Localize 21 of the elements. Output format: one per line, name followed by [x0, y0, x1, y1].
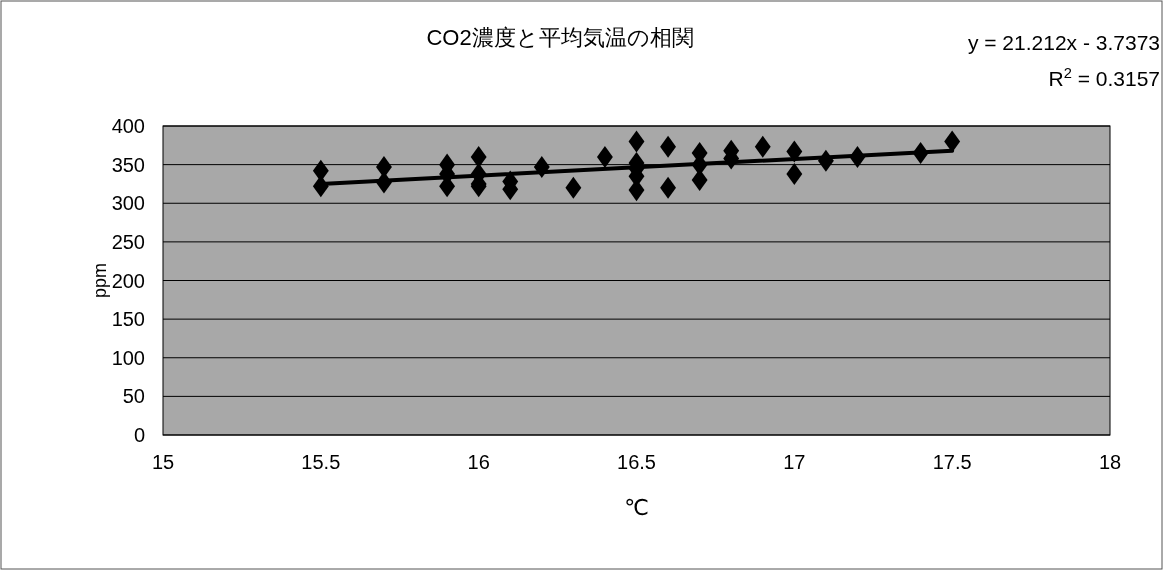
x-tick-label: 15 — [151, 451, 175, 473]
x-tick-label: 16 — [467, 451, 490, 473]
y-tick-label: 350 — [111, 153, 145, 176]
y-tick-label: 400 — [111, 115, 145, 137]
y-tick-label: 0 — [133, 424, 145, 446]
y-tick-label: 300 — [111, 192, 145, 215]
y-tick-label: 100 — [111, 346, 145, 369]
x-tick-label: 18 — [1098, 451, 1122, 473]
text: y = 21.212x - 3.7373 — [967, 31, 1160, 54]
x-tick-label: 17.5 — [932, 451, 972, 473]
chart-title: CO2濃度と平均気温の相関 — [426, 25, 694, 50]
y-tick-label: 250 — [111, 230, 145, 253]
y-tick-label: 200 — [111, 269, 145, 292]
y-tick-label: 50 — [122, 385, 145, 408]
x-axis-title: ℃ — [624, 495, 649, 520]
y-tick-label: 150 — [111, 308, 145, 331]
x-tick-label: 16.5 — [617, 451, 656, 473]
x-tick-label: 15.5 — [301, 451, 341, 473]
text: R$^{2}$ = 0.3157 — [1048, 65, 1160, 90]
x-tick-label: 17 — [783, 451, 806, 473]
y-axis-title: ppm — [90, 262, 110, 299]
